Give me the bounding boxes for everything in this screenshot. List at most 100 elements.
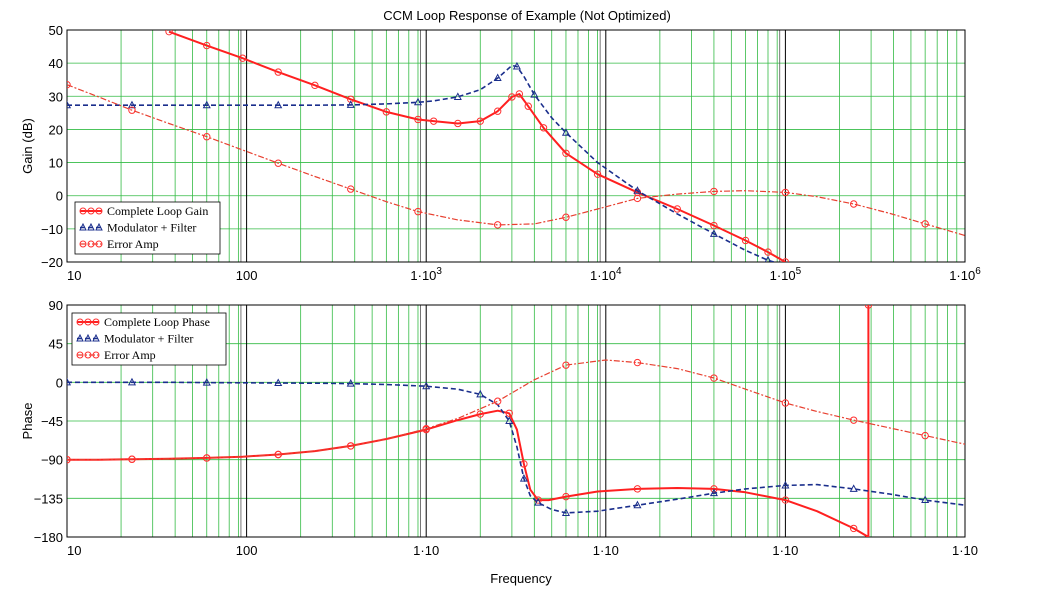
- data-point: [476, 389, 485, 398]
- data-point: [921, 495, 930, 504]
- x-tick-label: 100: [236, 543, 258, 558]
- x-tick-label: 1·103: [410, 266, 442, 283]
- data-point: [764, 255, 772, 262]
- data-point: [128, 106, 136, 114]
- data-point: [311, 81, 319, 90]
- data-point: [512, 61, 521, 70]
- data-point: [508, 93, 516, 101]
- data-point: [476, 410, 484, 418]
- data-point: [710, 374, 718, 382]
- data-point: [203, 454, 211, 462]
- plot-frame: [66, 29, 966, 263]
- data-point: [534, 498, 543, 506]
- data-point: [165, 30, 173, 36]
- data-point: [453, 92, 462, 100]
- data-point: [849, 524, 858, 533]
- data-point: [633, 194, 642, 203]
- legend-marker: [95, 207, 103, 215]
- legend-label: Error Amp: [107, 237, 159, 251]
- data-point: [493, 397, 502, 405]
- legend-marker: [79, 222, 87, 231]
- y-tick-label: 0: [56, 375, 63, 390]
- data-point: [382, 108, 391, 116]
- series-group: [67, 305, 965, 537]
- y-axis-label: Gain (dB): [20, 118, 35, 174]
- data-point: [127, 100, 136, 109]
- plot-frame: [66, 304, 966, 538]
- data-point: [429, 117, 438, 125]
- data-point: [422, 381, 431, 390]
- legend-marker: [84, 318, 92, 326]
- data-point: [764, 248, 772, 256]
- data-point: [633, 500, 642, 509]
- x-tick-label: 1·10: [413, 543, 439, 558]
- y-tick-label: 90: [49, 298, 63, 313]
- legend-marker: [76, 318, 84, 326]
- legend-marker: [79, 207, 87, 215]
- legend-marker: [87, 240, 95, 248]
- y-tick-label: −45: [41, 414, 63, 429]
- y-tick-label: 0: [56, 189, 63, 204]
- data-point: [921, 431, 929, 440]
- data-point: [781, 480, 790, 489]
- y-axis-label: Phase: [20, 403, 35, 440]
- series-group: [67, 30, 965, 262]
- data-point: [128, 455, 136, 463]
- x-axis-label: Frequency: [490, 571, 552, 586]
- y-tick-label: 50: [49, 23, 63, 38]
- data-point: [274, 100, 283, 109]
- legend-marker: [87, 222, 95, 231]
- legend-marker: [79, 240, 87, 248]
- data-point: [781, 258, 790, 262]
- legend-marker: [76, 351, 84, 359]
- data-point: [476, 117, 484, 125]
- data-point: [347, 442, 355, 450]
- data-point: [633, 358, 642, 367]
- y-tick-label: 30: [49, 89, 63, 104]
- data-point: [493, 221, 502, 229]
- y-tick-label: 40: [49, 56, 63, 71]
- y-tick-label: 10: [49, 156, 63, 171]
- legend-label: Complete Loop Gain: [107, 204, 208, 218]
- data-point: [414, 115, 422, 124]
- x-tick-label: 10: [67, 543, 81, 558]
- legend: Complete Loop Phase Modulator + Filter Err…: [71, 312, 227, 366]
- data-point: [422, 425, 430, 433]
- legend-marker: [95, 222, 103, 231]
- data-point: [454, 119, 462, 128]
- legend-label: Modulator + Filter: [104, 332, 193, 346]
- y-tick-label: −20: [41, 255, 63, 270]
- data-point: [414, 207, 422, 216]
- x-tick-label: 1·104: [590, 266, 622, 283]
- data-point: [127, 377, 136, 386]
- data-point: [849, 416, 858, 424]
- data-point: [562, 361, 570, 369]
- data-point: [67, 100, 72, 109]
- legend-label: Complete Loop Phase: [104, 315, 210, 329]
- data-point: [347, 95, 355, 103]
- phase-panel: 90 45 0 −45 −90 −135 −180 10 100 1·10 1·10 1·10 1·10…: [20, 298, 978, 558]
- data-point: [781, 188, 790, 197]
- legend-marker: [95, 240, 103, 248]
- legend: Complete Loop Gain Modulator + Filter Erro…: [74, 201, 221, 255]
- data-point: [202, 100, 211, 109]
- y-tick-label: −10: [41, 222, 63, 237]
- data-point: [864, 305, 873, 309]
- data-point: [413, 97, 423, 106]
- series-line: [67, 64, 777, 262]
- data-point: [347, 185, 355, 193]
- data-point: [561, 128, 570, 136]
- data-point: [274, 450, 282, 459]
- data-point: [346, 379, 355, 387]
- data-point: [709, 229, 718, 237]
- data-point: [274, 159, 282, 167]
- x-tick-label: 100: [236, 268, 258, 283]
- y-tick-label: −135: [34, 491, 63, 506]
- data-point: [633, 485, 642, 493]
- legend-marker: [92, 351, 100, 359]
- data-point: [562, 213, 570, 221]
- series-line: [67, 359, 965, 461]
- data-point: [633, 186, 642, 194]
